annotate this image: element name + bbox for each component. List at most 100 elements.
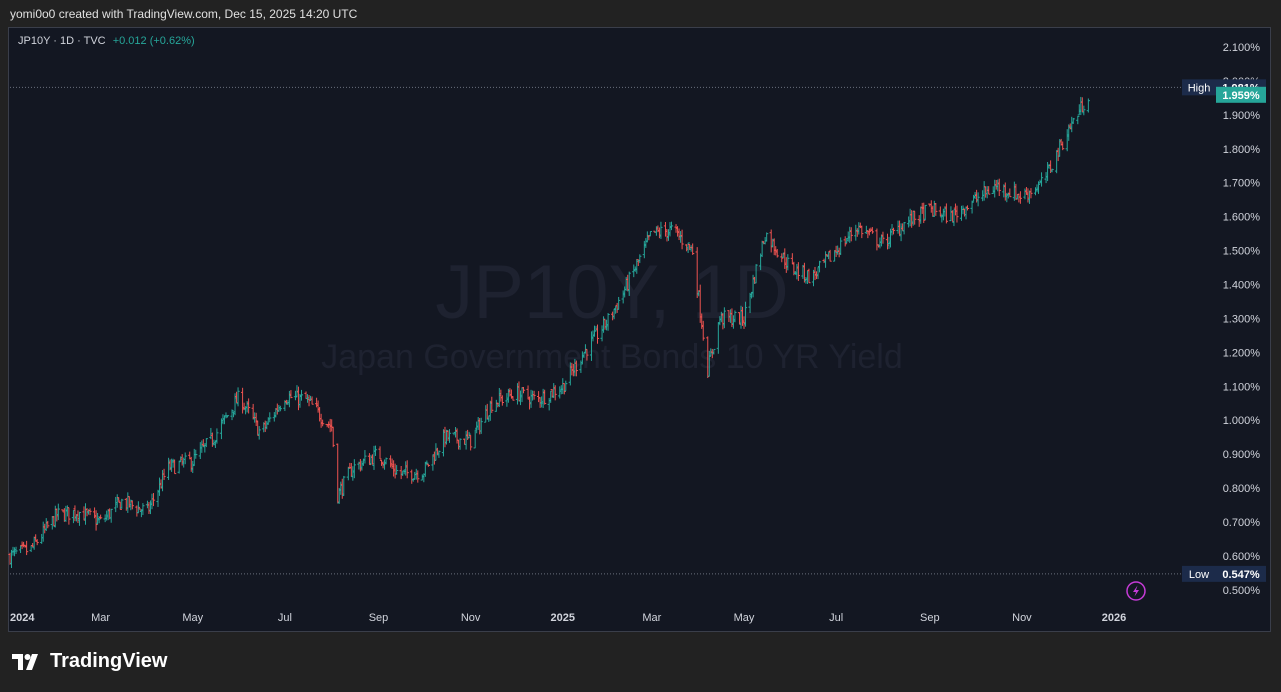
x-tick-label: Jul	[278, 612, 292, 624]
ohlc-bar	[173, 459, 177, 475]
ohlc-bar	[458, 438, 462, 450]
ohlc-bar	[707, 351, 711, 377]
ohlc-bar	[1086, 98, 1090, 113]
ohlc-bar	[849, 227, 853, 242]
ohlc-bar	[733, 310, 737, 323]
ohlc-bar	[289, 390, 293, 399]
ohlc-bar	[77, 511, 82, 526]
ohlc-bar	[965, 205, 970, 211]
chart-frame[interactable]	[8, 27, 1271, 632]
ohlc-bar	[680, 229, 684, 250]
ohlc-bar	[342, 475, 346, 497]
watermark-ticker: JP10Y, 1D	[435, 250, 789, 335]
lightning-icon[interactable]	[1126, 581, 1146, 601]
symbol-label: JP10Y · 1D · TVC	[18, 35, 106, 47]
y-tick-label: 0.900%	[1223, 449, 1261, 461]
ohlc-bar	[130, 500, 134, 510]
ohlc-bar	[395, 465, 399, 475]
y-tick-label: 0.600%	[1223, 551, 1261, 563]
x-tick-label: Sep	[369, 612, 389, 624]
attribution-text: yomi0o0 created with TradingView.com, De…	[10, 7, 358, 21]
ohlc-bar	[553, 385, 557, 401]
low-value: 0.547%	[1222, 569, 1260, 581]
y-tick-label: 1.600%	[1223, 212, 1261, 224]
ohlc-bar	[617, 296, 621, 310]
ohlc-bar	[574, 360, 578, 377]
ohlc-bar	[194, 449, 198, 459]
y-tick-label: 1.000%	[1223, 415, 1261, 427]
y-tick-label: 1.300%	[1223, 313, 1261, 325]
ohlc-bar	[46, 520, 50, 529]
ohlc-bar	[562, 383, 566, 395]
y-tick-label: 2.100%	[1223, 42, 1261, 54]
ohlc-bar	[352, 459, 356, 479]
ohlc-bar	[1071, 117, 1075, 124]
x-tick-label: Mar	[91, 612, 110, 624]
change-label: +0.012 (+0.62%)	[112, 35, 195, 47]
ohlc-bar	[257, 426, 261, 440]
ohlc-bar	[913, 210, 917, 225]
ohlc-bar	[902, 222, 906, 235]
ohlc-bar	[247, 398, 251, 414]
ohlc-bar	[828, 249, 832, 262]
ohlc-bar	[1039, 172, 1044, 187]
ohlc-bar	[321, 419, 325, 427]
ohlc-bar	[543, 389, 547, 405]
ohlc-bar	[532, 390, 536, 400]
y-tick-label: 1.800%	[1223, 144, 1261, 156]
ohlc-bar	[56, 503, 60, 521]
ohlc-bar	[162, 468, 166, 481]
x-tick-label: Nov	[461, 612, 481, 624]
y-tick-label: 0.500%	[1223, 585, 1261, 597]
ohlc-bar	[346, 466, 350, 481]
ohlc-bar	[817, 260, 822, 273]
x-tick-label: Sep	[920, 612, 940, 624]
ohlc-bar	[1082, 105, 1086, 116]
ohlc-bar	[416, 470, 420, 483]
y-tick-label: 1.500%	[1223, 246, 1261, 258]
tradingview-logo[interactable]: TradingView	[12, 650, 167, 673]
ohlc-bars	[8, 96, 1090, 569]
ohlc-bar	[25, 540, 29, 556]
ohlc-bar	[564, 380, 568, 392]
ohlc-bar	[511, 396, 515, 401]
ohlc-bar	[780, 253, 784, 263]
ohlc-bar	[67, 507, 71, 525]
y-tick-label: 1.700%	[1223, 178, 1261, 190]
ohlc-bar	[278, 405, 282, 412]
brand-text: TradingView	[50, 650, 168, 672]
ohlc-bar	[1061, 141, 1065, 151]
symbol-legend: JP10Y · 1D · TVC +0.012 (+0.62%)	[18, 35, 195, 47]
x-tick-label: May	[182, 612, 203, 624]
tradingview-logo-icon	[12, 653, 38, 670]
ohlc-bar	[648, 231, 652, 237]
ohlc-bar	[775, 248, 779, 258]
ohlc-bar	[469, 434, 473, 451]
ohlc-bar	[976, 192, 980, 207]
ohlc-bar	[373, 445, 378, 456]
ohlc-bar	[378, 446, 382, 460]
ohlc-bar	[606, 313, 610, 331]
ohlc-bar	[627, 271, 631, 296]
ohlc-bar	[230, 409, 234, 421]
ohlc-bar	[479, 417, 483, 434]
y-tick-label: 0.700%	[1223, 517, 1261, 529]
ohlc-bar	[870, 227, 874, 234]
ohlc-bar	[177, 460, 181, 474]
y-tick-label: 1.100%	[1223, 381, 1261, 393]
ohlc-bar	[585, 349, 589, 361]
ohlc-bar	[944, 203, 948, 224]
ohlc-bar	[701, 320, 705, 341]
ohlc-bar	[405, 460, 409, 479]
ohlc-bar	[500, 395, 504, 406]
ohlc-bar	[1008, 188, 1012, 198]
low-tag-bg	[1182, 565, 1216, 582]
y-tick-label: 1.400%	[1223, 279, 1261, 291]
ohlc-bar	[490, 396, 494, 413]
ohlc-bar	[14, 546, 18, 554]
last-price-value: 1.959%	[1222, 90, 1260, 102]
high-tag-label: High	[1188, 82, 1211, 94]
ohlc-bar	[934, 202, 938, 216]
ohlc-bar	[669, 221, 674, 231]
